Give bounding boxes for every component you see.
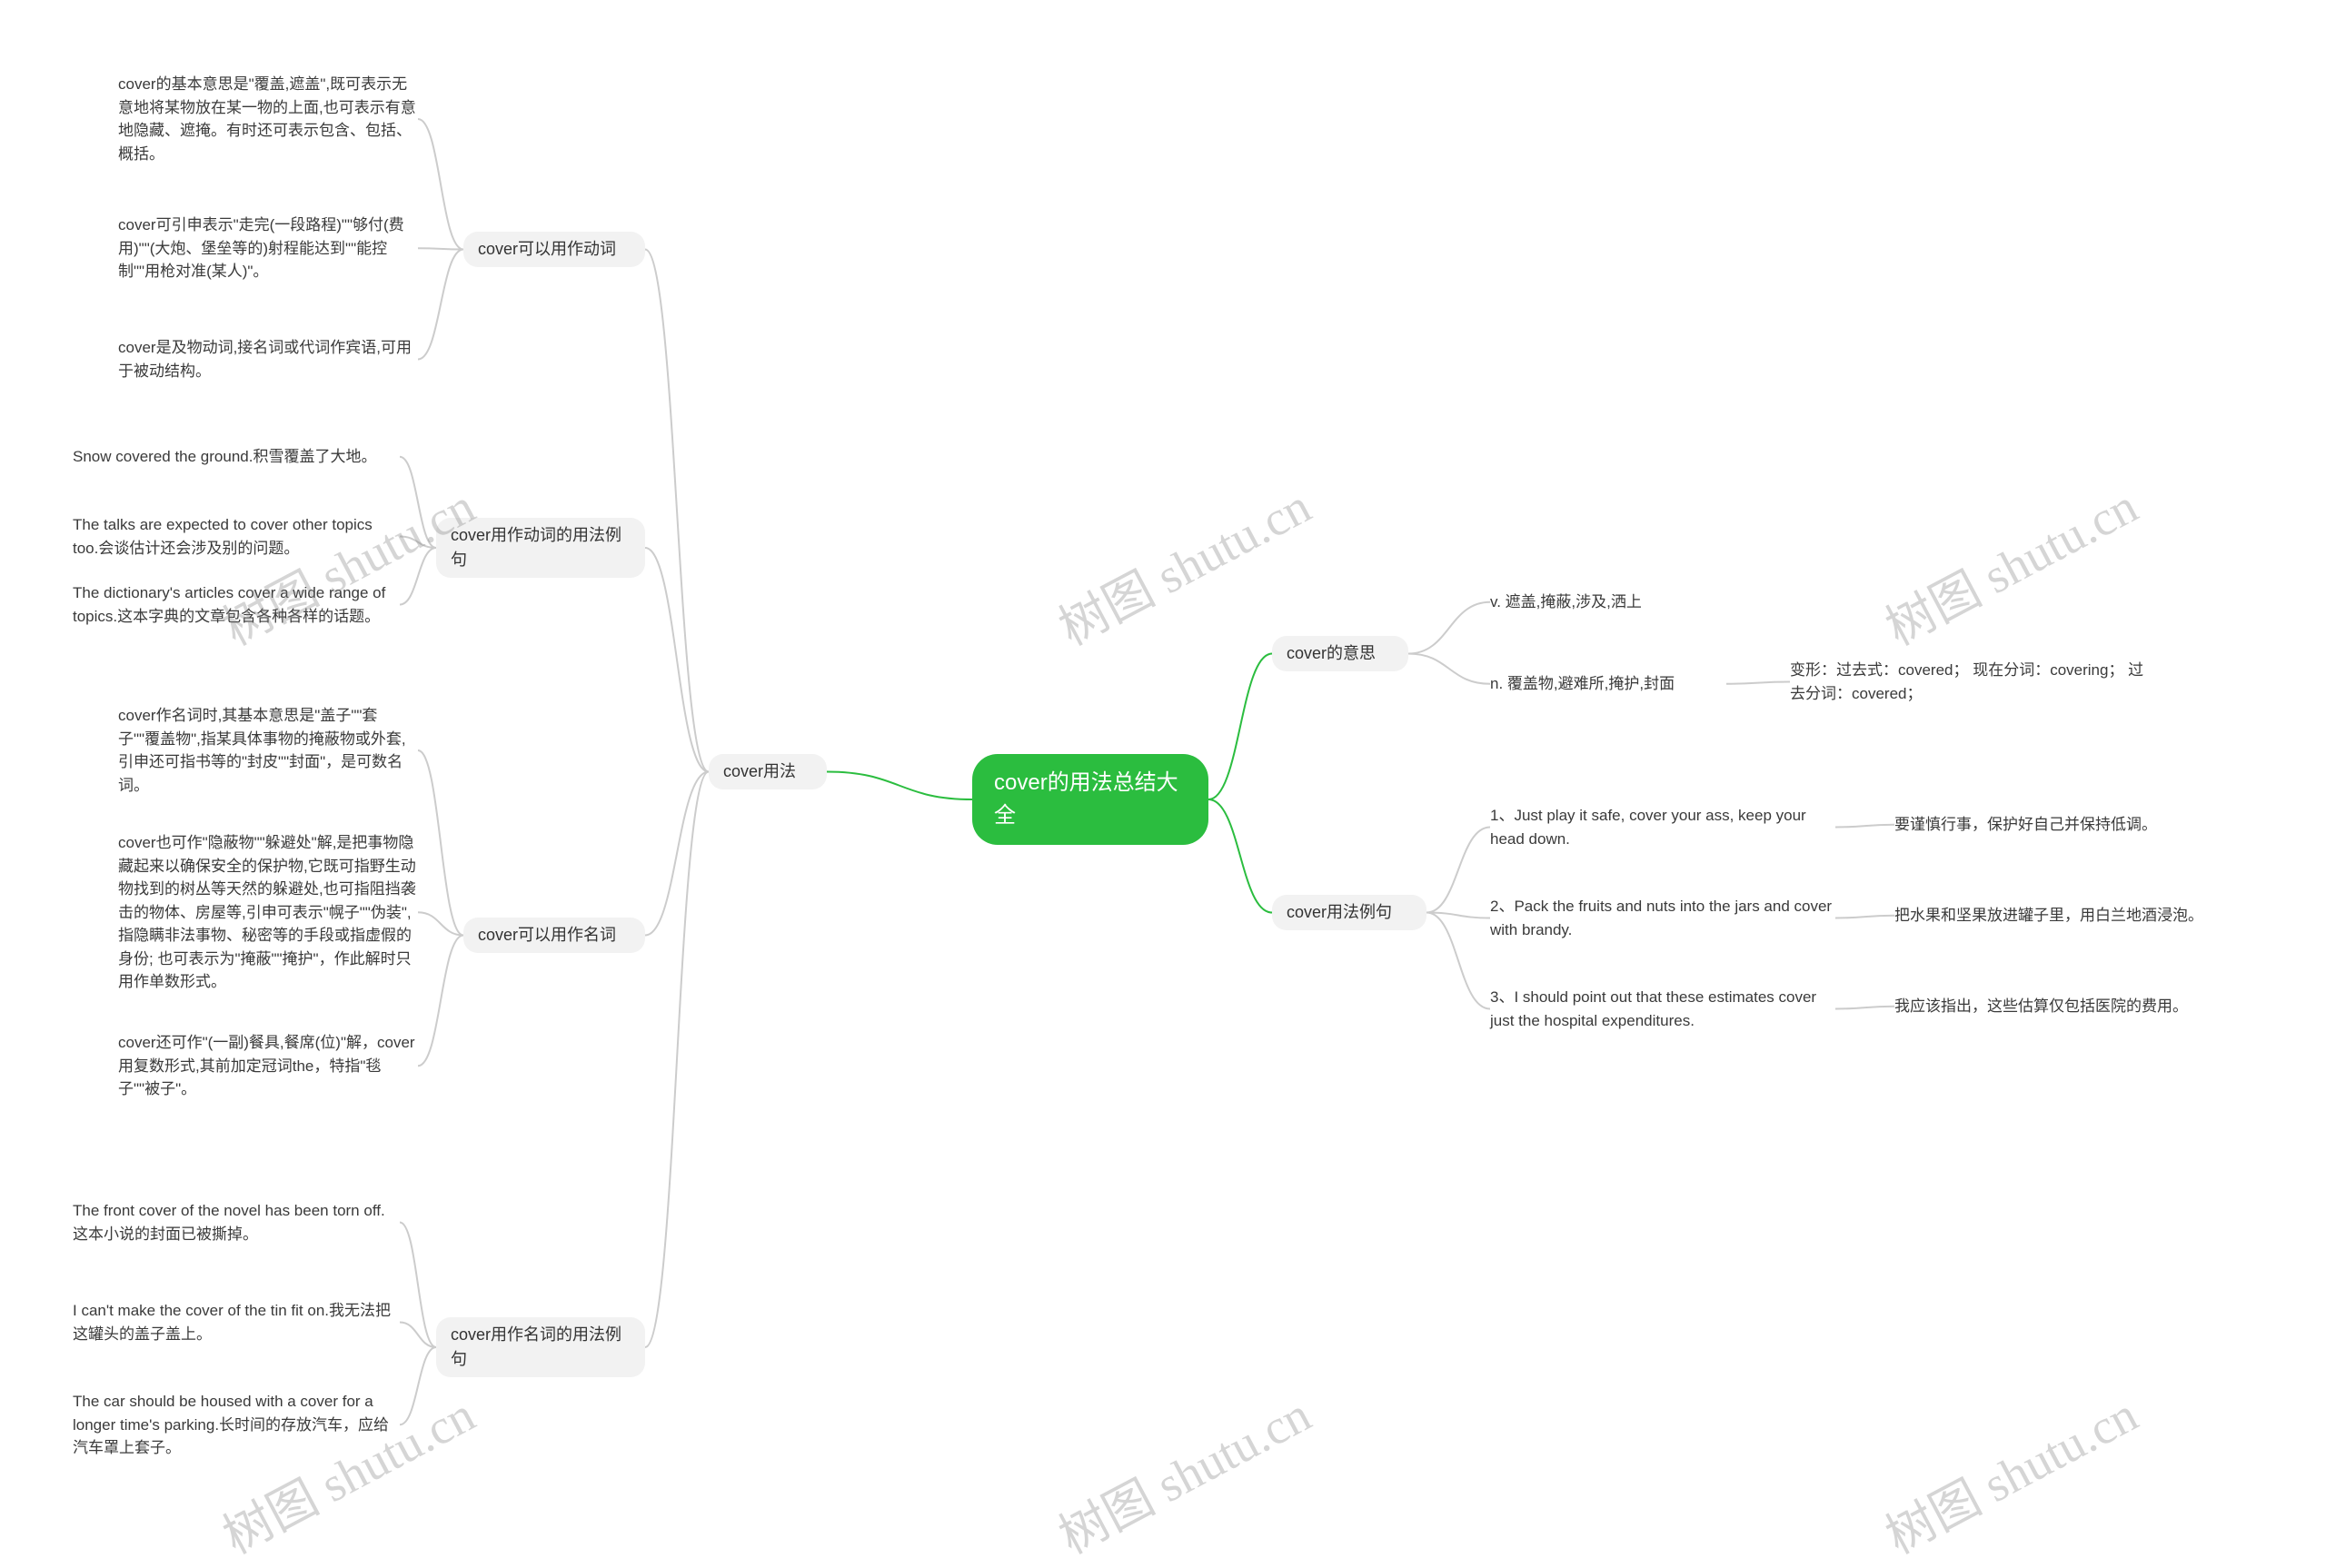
node-usage[interactable]: cover用法 [709, 754, 827, 789]
edge-ex2-ex2t [1835, 916, 1894, 918]
edge-root-usage [827, 772, 972, 800]
node-verb[interactable]: cover可以用作动词 [463, 232, 645, 267]
edge-verb-ex-verb-ex-1 [400, 457, 436, 548]
node-usage-ex[interactable]: cover用法例句 [1272, 895, 1426, 930]
node-ex1[interactable]: 1、Just play it safe, cover your ass, kee… [1490, 804, 1835, 850]
edge-usage-noun [645, 772, 709, 936]
edge-meaning-meaning-n [1408, 654, 1490, 684]
edge-meaning-meaning-v [1408, 602, 1490, 654]
watermark: 树图 shutu.cn [1871, 1374, 2148, 1567]
node-noun-ex-2[interactable]: I can't make the cover of the tin fit on… [73, 1299, 400, 1345]
edge-verb-verb-2 [418, 248, 463, 249]
edge-usage-verb [645, 250, 709, 772]
edge-verb-ex-verb-ex-2 [400, 537, 436, 549]
node-verb-ex[interactable]: cover用作动词的用法例句 [436, 518, 645, 578]
edge-usage-ex-ex1 [1426, 828, 1490, 913]
edge-ex3-ex3t [1835, 1007, 1894, 1009]
edge-noun-ex-noun-ex-3 [400, 1347, 436, 1424]
mindmap-canvas: cover的用法总结大全 cover的意思 v. 遮盖,掩蔽,涉及,洒上 n. 覆盖物… [0, 0, 2326, 1565]
edge-verb-verb-3 [418, 250, 463, 360]
watermark: 树图 shutu.cn [1871, 466, 2148, 659]
node-meaning[interactable]: cover的意思 [1272, 636, 1408, 671]
edge-verb-verb-1 [418, 119, 463, 250]
edge-root-meaning [1208, 654, 1272, 800]
node-ex1t[interactable]: 要谨慎行事，保护好自己并保持低调。 [1894, 813, 2212, 837]
edge-meaning-n-meaning-n-forms [1726, 682, 1790, 684]
node-verb-ex-1[interactable]: Snow covered the ground.积雪覆盖了大地。 [73, 445, 400, 469]
node-noun-2[interactable]: cover也可作"隐蔽物""躲避处"解,是把事物隐藏起来以确保安全的保护物,它既… [118, 831, 418, 994]
node-verb-ex-3[interactable]: The dictionary's articles cover a wide r… [73, 581, 400, 628]
edge-verb-ex-verb-ex-3 [400, 548, 436, 605]
node-ex2t[interactable]: 把水果和坚果放进罐子里，用白兰地酒浸泡。 [1894, 904, 2240, 928]
node-ex3[interactable]: 3、I should point out that these estimate… [1490, 986, 1835, 1032]
node-meaning-n[interactable]: n. 覆盖物,避难所,掩护,封面 [1490, 672, 1726, 696]
edge-usage-ex-ex2 [1426, 913, 1490, 918]
node-noun-1[interactable]: cover作名词时,其基本意思是"盖子""套子""覆盖物",指某具体事物的掩蔽物… [118, 704, 418, 797]
node-meaning-v[interactable]: v. 遮盖,掩蔽,涉及,洒上 [1490, 590, 1699, 614]
node-verb-1[interactable]: cover的基本意思是"覆盖,遮盖",既可表示无意地将某物放在某一物的上面,也可… [118, 73, 418, 165]
node-noun-ex-1[interactable]: The front cover of the novel has been to… [73, 1199, 400, 1245]
node-verb-ex-2[interactable]: The talks are expected to cover other to… [73, 513, 400, 560]
node-ex3t[interactable]: 我应该指出，这些估算仅包括医院的费用。 [1894, 995, 2240, 1018]
node-root[interactable]: cover的用法总结大全 [972, 754, 1208, 845]
node-ex2[interactable]: 2、Pack the fruits and nuts into the jars… [1490, 895, 1835, 941]
node-noun[interactable]: cover可以用作名词 [463, 918, 645, 953]
node-verb-2[interactable]: cover可引申表示"走完(一段路程)""够付(费用)""(大炮、堡垒等的)射程… [118, 213, 418, 283]
node-noun-ex[interactable]: cover用作名词的用法例句 [436, 1317, 645, 1377]
edge-noun-noun-3 [418, 936, 463, 1067]
edge-noun-ex-noun-ex-1 [400, 1223, 436, 1348]
edge-ex1-ex1t [1835, 825, 1894, 828]
edge-usage-verb-ex [645, 548, 709, 772]
node-meaning-n-forms[interactable]: 变形：过去式：covered； 现在分词：covering； 过去分词：cove… [1790, 659, 2153, 705]
node-verb-3[interactable]: cover是及物动词,接名词或代词作宾语,可用于被动结构。 [118, 336, 418, 382]
watermark: 树图 shutu.cn [1044, 466, 1321, 659]
edge-noun-noun-2 [418, 912, 463, 935]
watermark: 树图 shutu.cn [1044, 1374, 1321, 1567]
edge-noun-ex-noun-ex-2 [400, 1323, 436, 1348]
node-noun-3[interactable]: cover还可作"(一副)餐具,餐席(位)"解，cover用复数形式,其前加定冠… [118, 1031, 418, 1101]
edge-noun-noun-1 [418, 750, 463, 936]
edge-usage-noun-ex [645, 772, 709, 1348]
edge-usage-ex-ex3 [1426, 913, 1490, 1009]
node-noun-ex-3[interactable]: The car should be housed with a cover fo… [73, 1390, 400, 1460]
edge-root-usage-ex [1208, 799, 1272, 913]
